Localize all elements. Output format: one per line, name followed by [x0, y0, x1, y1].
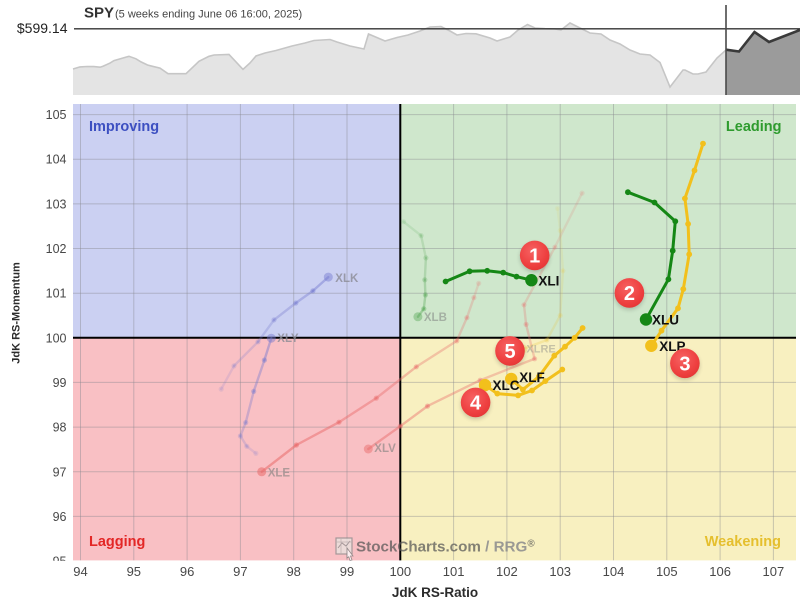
svg-text:98: 98: [53, 421, 67, 435]
svg-text:107: 107: [763, 564, 785, 579]
svg-text:106: 106: [709, 564, 731, 579]
svg-text:Leading: Leading: [726, 119, 782, 135]
svg-text:3: 3: [679, 353, 690, 375]
svg-text:99: 99: [340, 564, 354, 579]
svg-text:Lagging: Lagging: [89, 534, 145, 550]
svg-text:XLE: XLE: [268, 467, 291, 479]
svg-text:101: 101: [443, 564, 465, 579]
svg-text:XLF: XLF: [519, 370, 545, 385]
svg-text:XLI: XLI: [538, 274, 559, 289]
svg-text:XLB: XLB: [424, 312, 447, 324]
svg-text:96: 96: [53, 510, 67, 524]
svg-text:JdK RS-Momentum: JdK RS-Momentum: [11, 262, 23, 364]
svg-text:97: 97: [53, 465, 67, 479]
svg-text:5: 5: [504, 341, 515, 363]
svg-text:Improving: Improving: [89, 119, 159, 135]
svg-text:100: 100: [389, 564, 411, 579]
svg-text:XLV: XLV: [374, 443, 396, 455]
svg-text:103: 103: [549, 564, 571, 579]
svg-text:Weakening: Weakening: [705, 534, 781, 550]
svg-text:104: 104: [603, 564, 625, 579]
svg-text:SPY: SPY: [84, 5, 114, 22]
svg-text:100: 100: [46, 331, 67, 345]
svg-text:102: 102: [46, 242, 67, 256]
svg-text:XLU: XLU: [652, 313, 679, 328]
svg-text:XLRE: XLRE: [526, 344, 555, 356]
svg-text:104: 104: [46, 153, 67, 167]
svg-text:98: 98: [286, 564, 300, 579]
svg-text:2: 2: [624, 283, 635, 305]
svg-text:97: 97: [233, 564, 247, 579]
svg-text:XLC: XLC: [493, 378, 520, 393]
svg-text:XLK: XLK: [335, 273, 359, 285]
svg-text:102: 102: [496, 564, 518, 579]
svg-text:StockCharts.com / RRG®: StockCharts.com / RRG®: [356, 539, 535, 556]
svg-text:105: 105: [656, 564, 678, 579]
svg-text:1: 1: [529, 245, 540, 267]
svg-text:(5 weeks ending June 06 16:00,: (5 weeks ending June 06 16:00, 2025): [115, 9, 302, 21]
svg-text:94: 94: [73, 564, 87, 579]
svg-text:4: 4: [470, 392, 482, 414]
svg-text:96: 96: [180, 564, 194, 579]
svg-text:103: 103: [46, 197, 67, 211]
svg-text:95: 95: [53, 555, 67, 569]
svg-text:99: 99: [53, 376, 67, 390]
svg-text:$599.14: $599.14: [17, 20, 68, 36]
svg-text:JdK RS-Ratio: JdK RS-Ratio: [392, 585, 478, 600]
svg-text:XLY: XLY: [277, 333, 299, 345]
svg-text:105: 105: [46, 108, 67, 122]
svg-text:101: 101: [46, 287, 67, 301]
svg-text:95: 95: [127, 564, 141, 579]
